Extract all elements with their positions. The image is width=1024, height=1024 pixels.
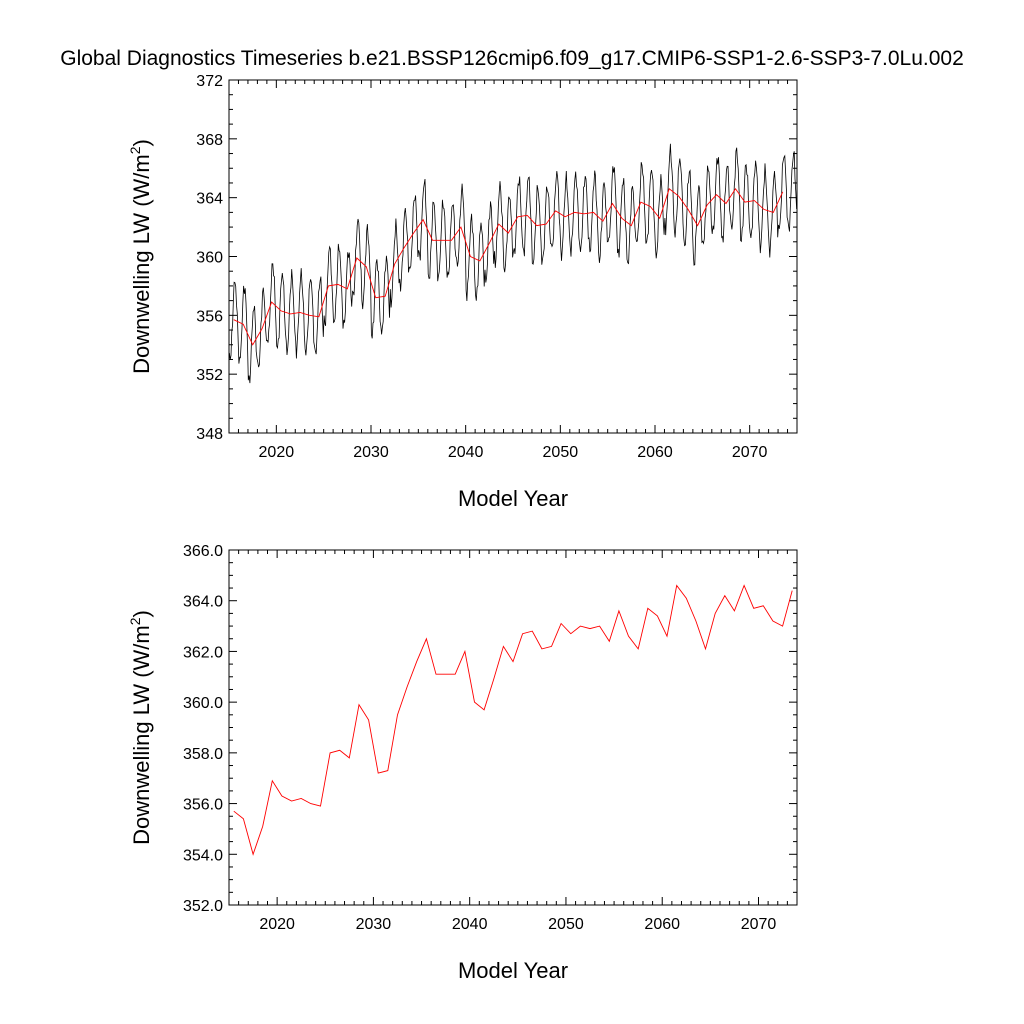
x-tick-label: 2050 (548, 916, 584, 933)
y-tick-label: 372 (196, 73, 223, 90)
y-axis-label-sup: 2 (127, 617, 143, 625)
annual-mean-line (233, 187, 784, 346)
x-tick-label: 2030 (353, 444, 389, 461)
y-tick-label: 352 (196, 367, 223, 384)
x-tick-label: 2040 (452, 916, 488, 933)
y-tick-label: 368 (196, 132, 223, 149)
y-tick-label: 364.0 (183, 594, 223, 611)
y-tick-label: 352.0 (183, 898, 223, 915)
x-tick-label: 2060 (644, 916, 680, 933)
x-tick-label: 2060 (637, 444, 673, 461)
y-axis-label-main: Downwelling LW (W/m (129, 154, 154, 374)
y-axis-label-close: ) (129, 610, 154, 617)
y-tick-label: 362.0 (183, 644, 223, 661)
y-tick-label: 356 (196, 308, 223, 325)
y-tick-label: 366.0 (183, 543, 223, 560)
x-tick-label: 2030 (356, 916, 392, 933)
y-tick-label: 364 (196, 191, 223, 208)
y-tick-label: 358.0 (183, 746, 223, 763)
x-tick-label: 2070 (732, 444, 768, 461)
y-tick-label: 360.0 (183, 695, 223, 712)
y-axis-label-main: Downwelling LW (W/m (129, 625, 154, 845)
x-tick-label: 2020 (259, 916, 295, 933)
y-axis-label: Downwelling LW (W/m2) (127, 610, 154, 845)
annual-mean-line (233, 584, 793, 856)
y-tick-label: 360 (196, 250, 223, 267)
figure-title: Global Diagnostics Timeseries b.e21.BSSP… (60, 47, 964, 70)
x-tick-label: 2070 (741, 916, 777, 933)
y-tick-label: 356.0 (183, 797, 223, 814)
y-axis-label-sup: 2 (127, 146, 143, 154)
top-panel: 2020 2030 2040 2050 2060 2070 348 352 356 360 364 3… (127, 73, 798, 511)
y-axis-label-close: ) (129, 139, 154, 146)
x-tick-label: 2040 (448, 444, 484, 461)
y-tick-label: 348 (196, 426, 223, 443)
plot-frame (228, 549, 798, 906)
bottom-panel: 2020 2030 2040 2050 2060 2070 352.0 354.0 356.0 3… (127, 543, 798, 983)
x-tick-label: 2020 (259, 444, 295, 461)
x-axis-label: Model Year (458, 486, 568, 511)
y-tick-label: 354.0 (183, 847, 223, 864)
x-axis-label: Model Year (458, 958, 568, 983)
x-tick-label: 2050 (543, 444, 579, 461)
y-axis-label: Downwelling LW (W/m2) (127, 139, 154, 374)
monthly-series-line (229, 143, 797, 384)
